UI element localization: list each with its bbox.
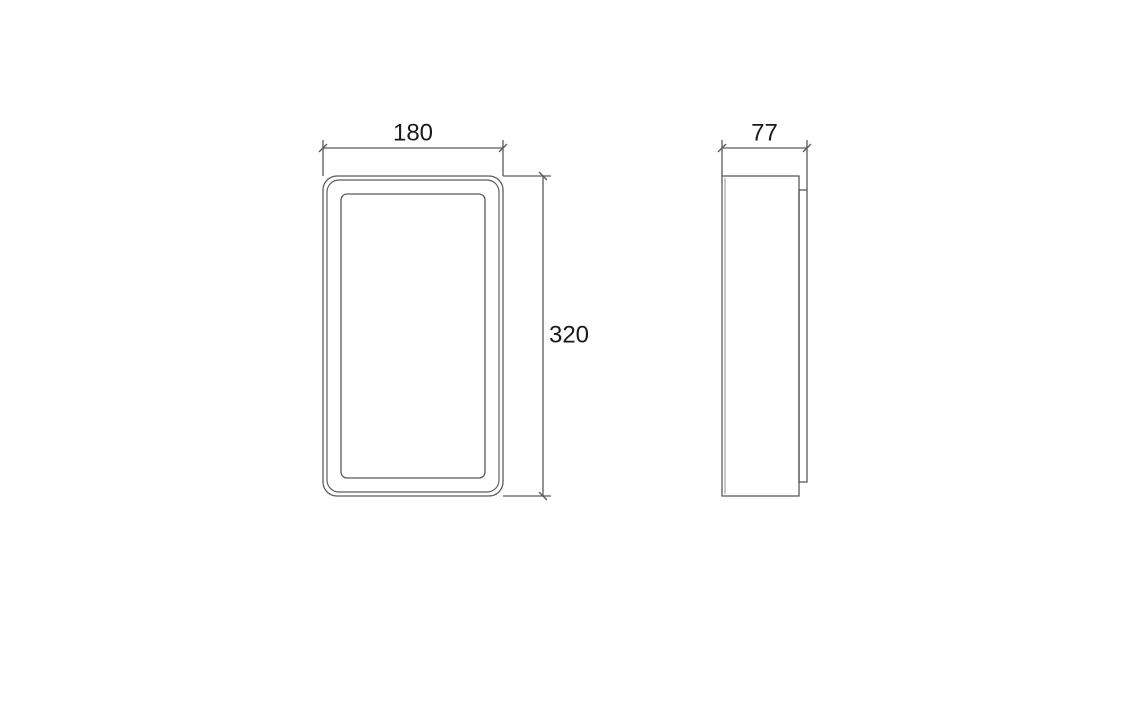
technical-drawing: 180 320 77 (0, 0, 1141, 720)
dim-width-side: 77 (751, 119, 778, 146)
dim-width-front: 180 (393, 119, 433, 146)
dim-height-front: 320 (549, 321, 589, 348)
